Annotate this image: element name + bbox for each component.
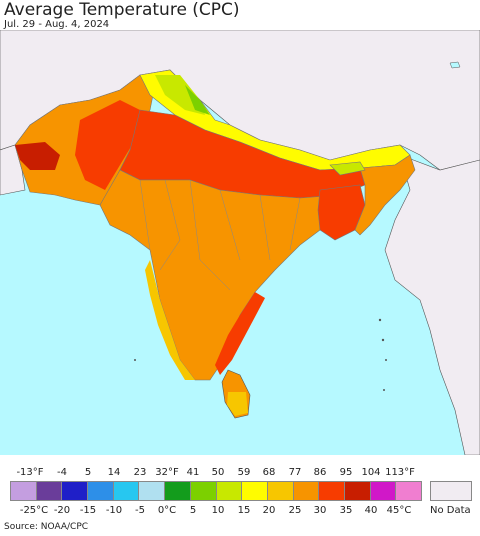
legend-f-label: 23	[133, 467, 147, 478]
legend-swatch	[343, 481, 371, 501]
legend-f-label: 59	[237, 467, 251, 478]
admin-boundaries	[139, 179, 301, 291]
island-andaman-2	[381, 338, 385, 342]
legend-f-label: 41	[186, 467, 200, 478]
island-andaman-1	[378, 318, 382, 322]
nodata-land-west	[0, 144, 26, 196]
legend-f-label: 5	[84, 467, 92, 478]
map-subtitle: Jul. 29 - Aug. 4, 2024	[4, 19, 110, 30]
region-bhutan	[329, 161, 366, 176]
legend-f-label: 77	[288, 467, 302, 478]
lake	[449, 61, 461, 69]
legend-swatch	[87, 481, 114, 501]
legend-c-label: -15	[79, 505, 97, 516]
region-bangladesh	[317, 184, 366, 241]
legend-swatch	[10, 481, 37, 501]
island-lakshadweep	[134, 359, 136, 361]
temperature-map	[0, 30, 480, 455]
legend-c-label: -20	[53, 505, 71, 516]
legend-swatch	[215, 481, 243, 501]
legend-c-label: 40	[364, 505, 378, 516]
legend-c-label: 30	[313, 505, 327, 516]
legend-swatch	[292, 481, 320, 501]
legend-f-label: 86	[313, 467, 327, 478]
legend-fahrenheit-labels: -13°F -4 5 14 23 32°F 41 50 59 68 77 86 …	[0, 467, 480, 481]
legend-nodata-swatch	[430, 481, 472, 501]
region-east-coast	[215, 292, 265, 375]
legend-swatch	[318, 481, 345, 501]
region-northeast	[354, 154, 416, 236]
legend-c-label: 20	[262, 505, 276, 516]
legend-f-label: 32°F	[155, 467, 179, 478]
region-west-coast	[145, 260, 195, 380]
region-sri-lanka-south	[227, 392, 248, 416]
legend-swatch	[369, 481, 397, 501]
legend-swatch	[395, 481, 422, 501]
legend-f-label: 95	[339, 467, 353, 478]
region-balochistan-hotspot	[15, 142, 60, 170]
legend-swatch	[61, 481, 89, 501]
nodata-land-east	[384, 154, 480, 455]
legend-c-label: 0°C	[157, 505, 177, 516]
legend-c-label: -10	[105, 505, 123, 516]
legend-f-label: 14	[107, 467, 121, 478]
legend-f-label: -13°F	[16, 467, 44, 478]
region-himalaya-green	[155, 75, 205, 115]
legend-nodata-label: No Data	[430, 505, 471, 516]
source-credit: Source: NOAA/CPC	[4, 522, 89, 532]
legend-celsius-labels: -25°C -20 -15 -10 -5 0°C 5 10 15 20 25 3…	[0, 505, 480, 519]
region-pakistan-hot	[75, 100, 140, 190]
legend-swatch	[241, 481, 268, 501]
legend-c-label: 25	[288, 505, 302, 516]
region-himalaya-lime	[185, 85, 210, 115]
legend-f-label: -4	[57, 467, 67, 478]
map-title: Average Temperature (CPC)	[4, 0, 240, 20]
legend-swatch	[138, 481, 166, 501]
legend-color-bar	[10, 481, 422, 501]
island-andaman-3	[385, 359, 387, 361]
legend-c-label: 35	[339, 505, 353, 516]
legend-swatch	[266, 481, 294, 501]
legend-swatch	[189, 481, 217, 501]
legend-c-label: 45°C	[386, 505, 412, 516]
legend-f-label: 68	[262, 467, 276, 478]
legend-swatch	[164, 481, 191, 501]
legend-swatch	[35, 481, 63, 501]
legend-c-label: 10	[211, 505, 225, 516]
island-andaman-4	[383, 389, 385, 391]
legend-c-label: -5	[135, 505, 145, 516]
legend-c-label: 5	[189, 505, 197, 516]
legend-f-label: 50	[211, 467, 225, 478]
legend-swatch	[112, 481, 140, 501]
legend-c-label: -25°C	[19, 505, 49, 516]
legend-c-label: 15	[237, 505, 251, 516]
legend-f-label: 113°F	[385, 467, 415, 478]
legend-f-label: 104	[361, 467, 381, 478]
